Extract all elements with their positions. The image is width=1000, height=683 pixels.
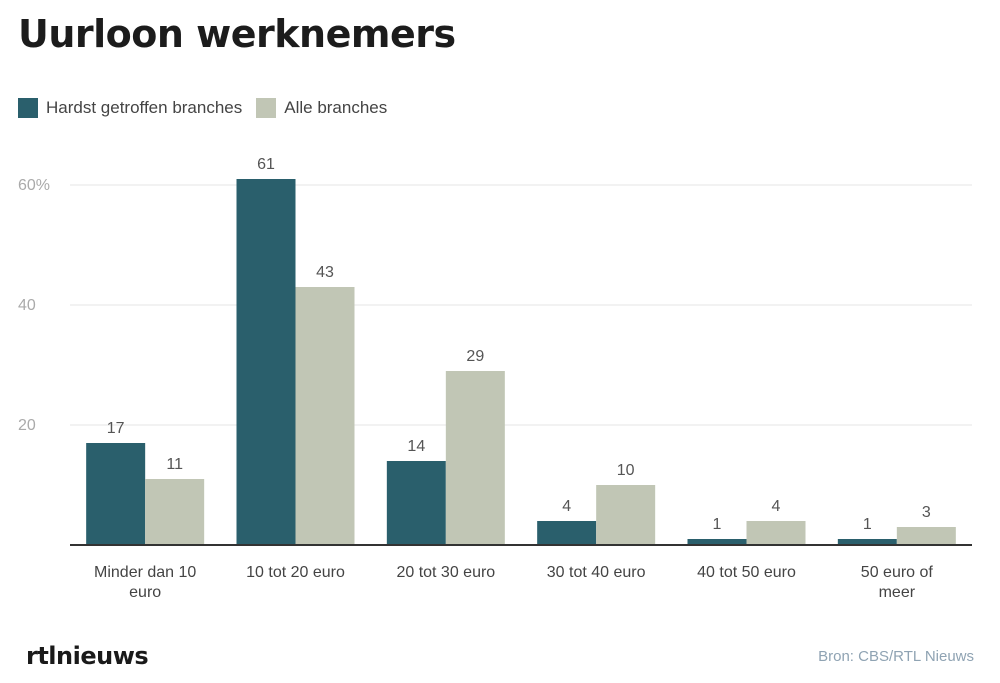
data-label: 10 — [617, 462, 635, 479]
legend-label-series-1: Hardst getroffen branches — [46, 98, 243, 117]
x-tick-label: 50 euro of meer — [861, 564, 934, 601]
data-label: 29 — [466, 348, 484, 365]
bar — [896, 527, 956, 545]
x-tick-label: 10 tot 20 euro — [246, 564, 345, 581]
y-tick-label: 20 — [18, 417, 36, 434]
data-label: 61 — [257, 156, 275, 173]
bar — [687, 539, 747, 545]
data-label: 14 — [407, 438, 425, 455]
x-tick-label: Minder dan 10 euro — [94, 564, 196, 601]
bar — [86, 443, 146, 545]
bar — [837, 539, 897, 545]
bar — [746, 521, 806, 545]
bar — [386, 461, 446, 545]
y-tick-label: 60% — [18, 177, 50, 194]
y-tick-label: 40 — [18, 297, 36, 314]
data-label: 1 — [713, 516, 722, 533]
bar — [596, 485, 656, 545]
source-note: Bron: CBS/RTL Nieuws — [818, 648, 974, 665]
rtl-nieuws-logo: rtlnieuws — [26, 642, 149, 670]
bar — [445, 371, 505, 545]
chart-title: Uurloon werknemers — [18, 12, 456, 56]
bar — [236, 179, 296, 545]
legend-swatch-series-2 — [256, 98, 277, 118]
x-tick-label: 20 tot 30 euro — [396, 564, 495, 581]
legend-item-series-1: Hardst getroffen branches — [18, 98, 242, 118]
data-label: 1 — [863, 516, 872, 533]
data-label: 4 — [562, 498, 571, 515]
legend-label-series-2: Alle branches — [284, 98, 388, 117]
x-tick-label: 30 tot 40 euro — [547, 564, 646, 581]
data-label: 43 — [316, 264, 334, 281]
bar — [145, 479, 205, 545]
data-label: 17 — [107, 420, 125, 437]
legend-item-series-2: Alle branches — [256, 98, 387, 118]
data-label: 11 — [166, 456, 183, 473]
data-label: 4 — [772, 498, 781, 515]
bar — [295, 287, 355, 545]
x-tick-label: 40 tot 50 euro — [697, 564, 796, 581]
legend: Hardst getroffen branches Alle branches — [18, 98, 401, 118]
data-label: 3 — [922, 504, 931, 521]
legend-swatch-series-1 — [18, 98, 38, 118]
bar — [537, 521, 597, 545]
